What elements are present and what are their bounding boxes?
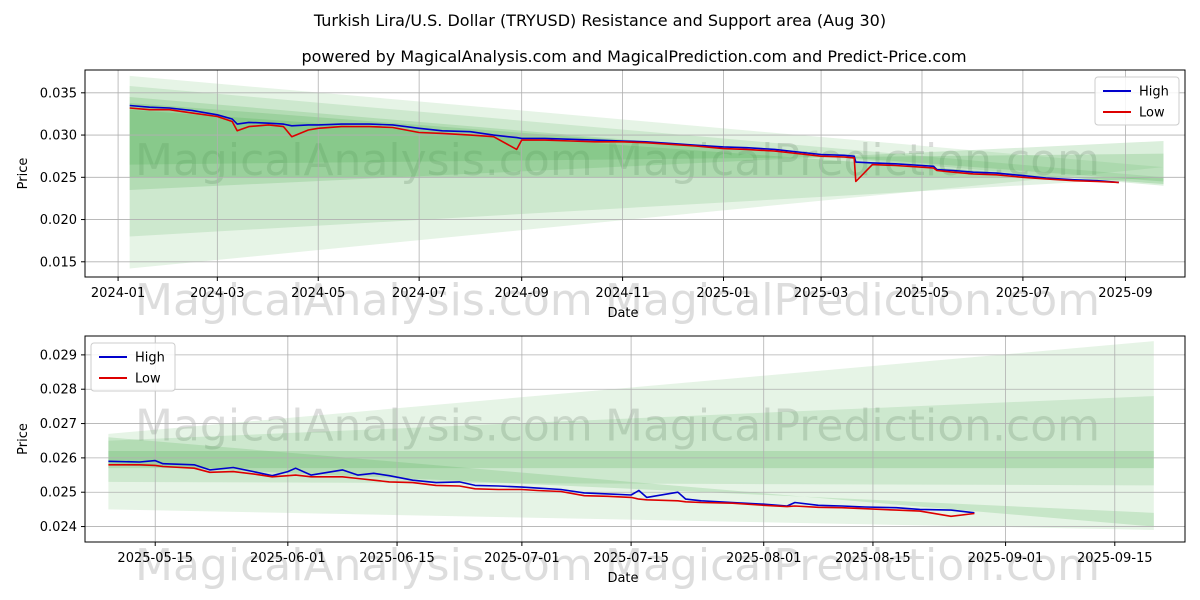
grid xyxy=(85,336,1185,542)
legend: High Low xyxy=(90,342,176,392)
x-tick-label: 2024-07 xyxy=(392,286,446,301)
y-tick-label: 0.025 xyxy=(40,486,77,501)
band-area xyxy=(129,86,1164,237)
legend-label: Low xyxy=(1139,106,1165,121)
y-tick-label: 0.020 xyxy=(40,213,77,228)
watermark: MagicalPrediction.com xyxy=(605,275,1100,326)
x-tick-label: 2024-09 xyxy=(495,286,549,301)
watermark: MagicalAnalysis.com xyxy=(135,540,593,591)
y-tick-label: 0.030 xyxy=(40,129,77,144)
x-tick-label: 2025-06-15 xyxy=(359,551,435,566)
x-tick-label: 2024-01 xyxy=(91,286,145,301)
chart-title: Turkish Lira/U.S. Dollar (TRYUSD) Resist… xyxy=(313,11,886,30)
axes-frame xyxy=(84,335,1186,543)
y-tick-label: 0.015 xyxy=(40,255,77,270)
x-tick-label: 2025-06-01 xyxy=(250,551,326,566)
y-tick-label: 0.029 xyxy=(40,348,77,363)
legend-label: Low xyxy=(135,372,161,387)
x-axis-label: Date xyxy=(607,571,638,586)
y-tick-label: 0.025 xyxy=(40,171,77,186)
x-tick-label: 2025-09-01 xyxy=(968,551,1044,566)
legend-label: High xyxy=(1139,85,1169,100)
chart-subtitle: powered by MagicalAnalysis.com and Magic… xyxy=(301,47,966,66)
x-tick-label: 2025-07 xyxy=(996,286,1050,301)
watermark: MagicalPrediction.com xyxy=(605,540,1100,591)
band-area xyxy=(129,102,1164,182)
series-line-high xyxy=(108,459,975,514)
bands-group xyxy=(129,75,1164,269)
series-group xyxy=(108,459,975,518)
watermark: MagicalPrediction.com xyxy=(605,401,1100,452)
x-tick-label: 2025-05-15 xyxy=(117,551,193,566)
y-axis-label: Price xyxy=(16,158,31,190)
legend-label: High xyxy=(135,351,165,366)
x-tick-label: 2025-08-15 xyxy=(835,551,911,566)
legend: High Low xyxy=(1094,76,1180,126)
x-tick-label: 2025-09-15 xyxy=(1077,551,1153,566)
x-tick-label: 2025-08-01 xyxy=(726,551,802,566)
y-tick-label: 0.028 xyxy=(40,383,77,398)
x-tick-label: 2024-03 xyxy=(190,286,244,301)
x-tick-label: 2025-07-15 xyxy=(593,551,669,566)
x-tick-label: 2024-05 xyxy=(291,286,345,301)
series-line-low xyxy=(129,107,1119,184)
y-axis-label: Price xyxy=(16,423,31,455)
y-tick-label: 0.026 xyxy=(40,451,77,466)
x-tick-label: 2025-05 xyxy=(895,286,949,301)
y-tick-label: 0.035 xyxy=(40,86,77,101)
y-tick-label: 0.027 xyxy=(40,417,77,432)
x-axis-label: Date xyxy=(607,306,638,321)
x-tick-label: 2025-07-01 xyxy=(484,551,560,566)
watermark: MagicalAnalysis.com xyxy=(135,401,593,452)
series-group xyxy=(129,104,1119,184)
top-chart-panel: MagicalAnalysis.com MagicalPrediction.com… xyxy=(16,69,1186,326)
x-tick-label: 2024-11 xyxy=(595,286,649,301)
grid xyxy=(85,70,1185,277)
axes-frame xyxy=(84,69,1186,278)
y-tick-label: 0.024 xyxy=(40,520,77,535)
watermark-group: MagicalAnalysis.com MagicalPrediction.com xyxy=(135,401,1100,452)
x-tick-label: 2025-09 xyxy=(1098,286,1152,301)
series-line-low xyxy=(108,464,975,518)
x-tick-label: 2025-01 xyxy=(696,286,750,301)
watermark: MagicalAnalysis.com xyxy=(135,275,593,326)
bottom-chart-panel: MagicalAnalysis.com MagicalPrediction.com… xyxy=(16,335,1186,591)
x-tick-label: 2025-03 xyxy=(794,286,848,301)
